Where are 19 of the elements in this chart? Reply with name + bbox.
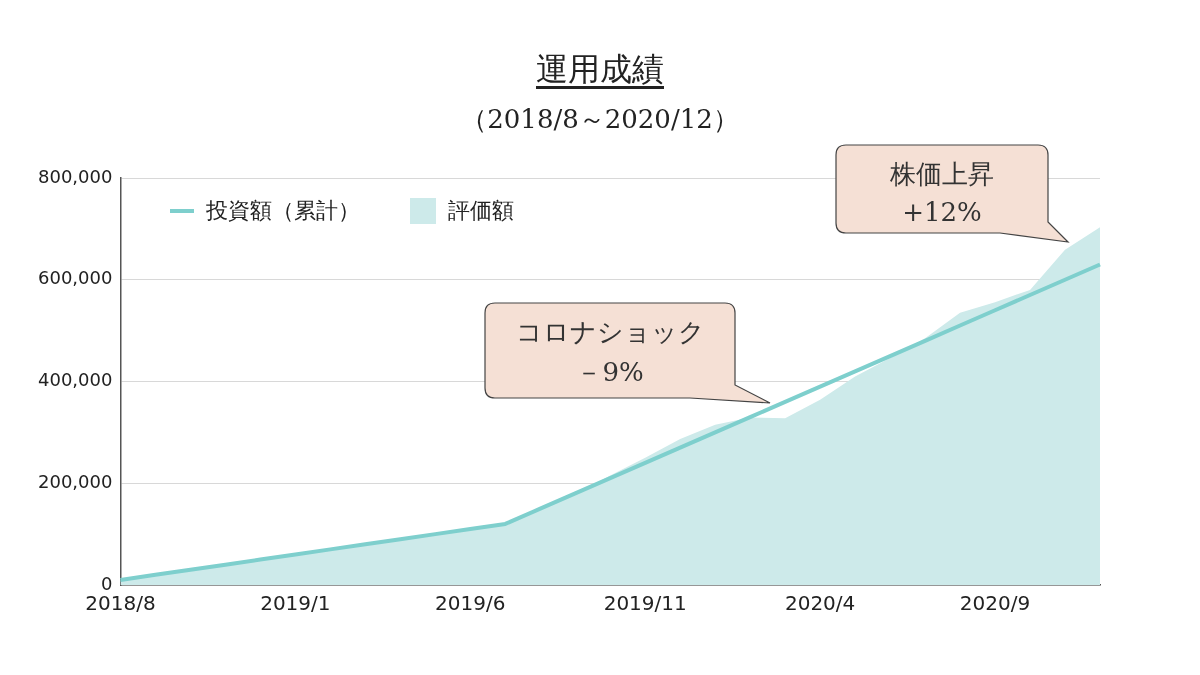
legend-label: 投資額（累計）	[206, 197, 361, 225]
y-tick-label: 800,000	[38, 165, 113, 187]
y-tick-label: 0	[100, 572, 113, 594]
chart-subtitle: （2018/8～2020/12）	[460, 103, 740, 136]
x-tick-label: 2020/9	[959, 591, 1031, 616]
annotation: コロナショック	[514, 316, 706, 349]
legend-label: 評価額	[448, 197, 515, 225]
y-tick-label: 400,000	[38, 369, 113, 391]
annotation: －9%	[575, 356, 645, 389]
annotation: +12%	[901, 197, 983, 227]
x-tick-label: 2019/11	[603, 591, 687, 616]
x-tick-label: 2019/6	[435, 591, 506, 616]
x-tick-label: 2019/1	[260, 591, 331, 616]
y-tick-label: 200,000	[38, 470, 113, 492]
y-tick-label: 600,000	[38, 267, 113, 289]
x-tick-label: 2018/8	[85, 591, 156, 616]
x-tick-label: 2020/4	[784, 591, 856, 616]
annotation: 株価上昇	[889, 158, 995, 191]
chart-title: 運用成績	[536, 50, 664, 88]
